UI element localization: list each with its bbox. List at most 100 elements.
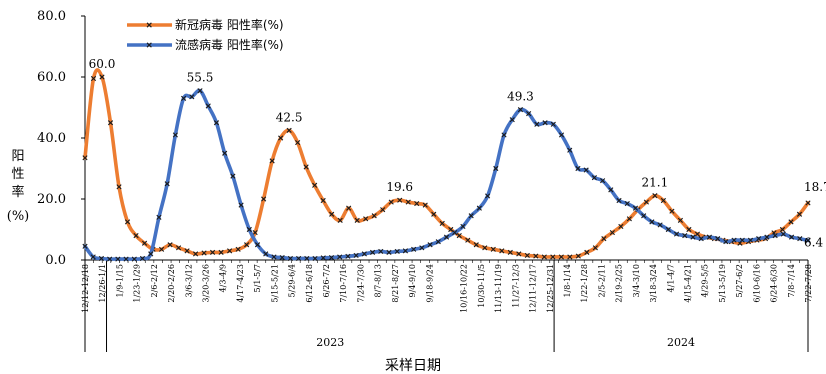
data-point xyxy=(197,88,203,94)
data-point xyxy=(431,211,437,217)
x-tick-label: 3/6-3/12 xyxy=(184,264,193,298)
x-tick-label: 2/19-2/25 xyxy=(615,264,624,303)
data-point xyxy=(476,205,482,211)
data-point xyxy=(238,202,244,208)
data-point xyxy=(657,222,663,228)
data-point xyxy=(567,147,573,153)
x-tick-label: 2/6-2/12 xyxy=(150,264,159,298)
x-tick-label: 12/25-12/31 xyxy=(546,264,555,313)
data-point xyxy=(320,255,326,261)
x-axis-title: 采样日期 xyxy=(385,358,441,374)
data-point xyxy=(99,74,105,80)
x-tick-label: 3/18-3/24 xyxy=(649,264,658,303)
data-point xyxy=(490,246,496,252)
x-tick-label: 5/27-6/2 xyxy=(735,264,744,298)
y-axis-title-char-1: 阳 xyxy=(11,149,24,164)
data-point xyxy=(271,254,277,260)
data-point xyxy=(600,178,606,184)
data-point xyxy=(304,255,310,262)
data-point xyxy=(184,248,190,254)
legend-label: 新冠病毒 阳性率(%) xyxy=(175,17,284,32)
data-point xyxy=(213,120,220,126)
data-point xyxy=(715,236,721,242)
data-point xyxy=(443,234,450,240)
x-tick-label: 1/23-1/29 xyxy=(133,264,142,303)
data-point xyxy=(550,121,556,127)
y-axis-title-char-2: 性 xyxy=(11,167,24,182)
data-point xyxy=(452,229,458,236)
y-tick-label: 40.0 xyxy=(37,131,66,146)
data-label: 55.5 xyxy=(187,71,214,85)
data-point xyxy=(411,246,417,252)
x-tick-label: 3/4-3/10 xyxy=(632,264,641,298)
data-point xyxy=(254,242,261,248)
data-point xyxy=(227,248,233,254)
data-point xyxy=(269,158,275,164)
x-tick-label: 1/9-1/15 xyxy=(115,264,124,298)
data-point xyxy=(287,255,293,262)
data-point xyxy=(303,164,309,170)
data-point xyxy=(541,254,547,260)
data-point xyxy=(542,120,548,126)
data-point xyxy=(244,242,250,248)
data-point xyxy=(796,211,803,217)
data-point xyxy=(756,236,762,242)
data-point xyxy=(278,135,284,141)
data-point xyxy=(414,200,420,207)
year-label: 2023 xyxy=(316,336,344,349)
data-point xyxy=(788,219,794,225)
x-tick-label: 7/24-7/30 xyxy=(356,264,365,303)
x-tick-label: 8/7-8/13 xyxy=(374,264,383,298)
data-point xyxy=(499,248,505,254)
data-label: 6.4 xyxy=(804,235,823,249)
data-label: 60.0 xyxy=(89,57,116,71)
data-point xyxy=(690,234,696,240)
data-point xyxy=(669,208,675,214)
data-label: 49.3 xyxy=(507,90,534,104)
data-point xyxy=(386,249,392,255)
data-point xyxy=(624,200,630,207)
y-axis: 0.0 20.0 40.0 60.0 80.0 xyxy=(37,9,86,268)
data-point xyxy=(235,246,241,252)
x-axis: 12/12-12/1812/26-1/11/9-1/151/23-1/292/6… xyxy=(81,259,813,352)
x-tick-label: 7/8-7/14 xyxy=(787,264,796,298)
data-point xyxy=(261,196,267,202)
x-tick-label: 9/4-9/10 xyxy=(408,264,417,298)
data-point xyxy=(286,127,292,133)
data-point xyxy=(141,240,148,246)
data-label: 42.5 xyxy=(276,110,303,124)
data-point xyxy=(493,165,499,172)
data-point xyxy=(779,226,786,233)
data-point xyxy=(380,207,386,213)
x-tick-label: 6/26-7/2 xyxy=(322,264,331,298)
legend-marker xyxy=(146,42,152,48)
data-label: 21.1 xyxy=(642,176,669,190)
data-point xyxy=(473,242,479,248)
data-point xyxy=(788,234,795,240)
x-tick-label: 2/5-2/11 xyxy=(597,264,606,298)
data-point xyxy=(652,193,658,199)
data-point xyxy=(209,249,216,255)
data-point xyxy=(665,226,671,233)
y-tick-label: 20.0 xyxy=(37,192,66,207)
data-point xyxy=(205,103,211,109)
x-tick-label: 6/24-6/30 xyxy=(770,264,779,303)
x-tick-label: 12/11-12/17 xyxy=(529,264,538,313)
data-point xyxy=(246,226,252,233)
data-point xyxy=(524,252,530,259)
data-point xyxy=(649,219,655,225)
x-tick-label: 7/10-7/16 xyxy=(339,264,348,303)
y-axis-title: 阳 性 率 (%) xyxy=(7,149,30,224)
x-tick-label: 5/29-6/4 xyxy=(288,264,297,298)
data-point xyxy=(90,75,97,82)
y-axis-title-char-3: 率 xyxy=(11,184,24,200)
data-point xyxy=(797,236,803,242)
x-tick-label: 5/1-5/7 xyxy=(253,264,262,292)
data-point xyxy=(609,229,615,236)
x-tick-label: 3/20-3/26 xyxy=(202,264,211,303)
year-label: 2024 xyxy=(667,336,695,349)
data-point xyxy=(534,121,540,127)
legend-item: 新冠病毒 阳性率(%) xyxy=(127,17,284,32)
data-point xyxy=(107,256,113,262)
